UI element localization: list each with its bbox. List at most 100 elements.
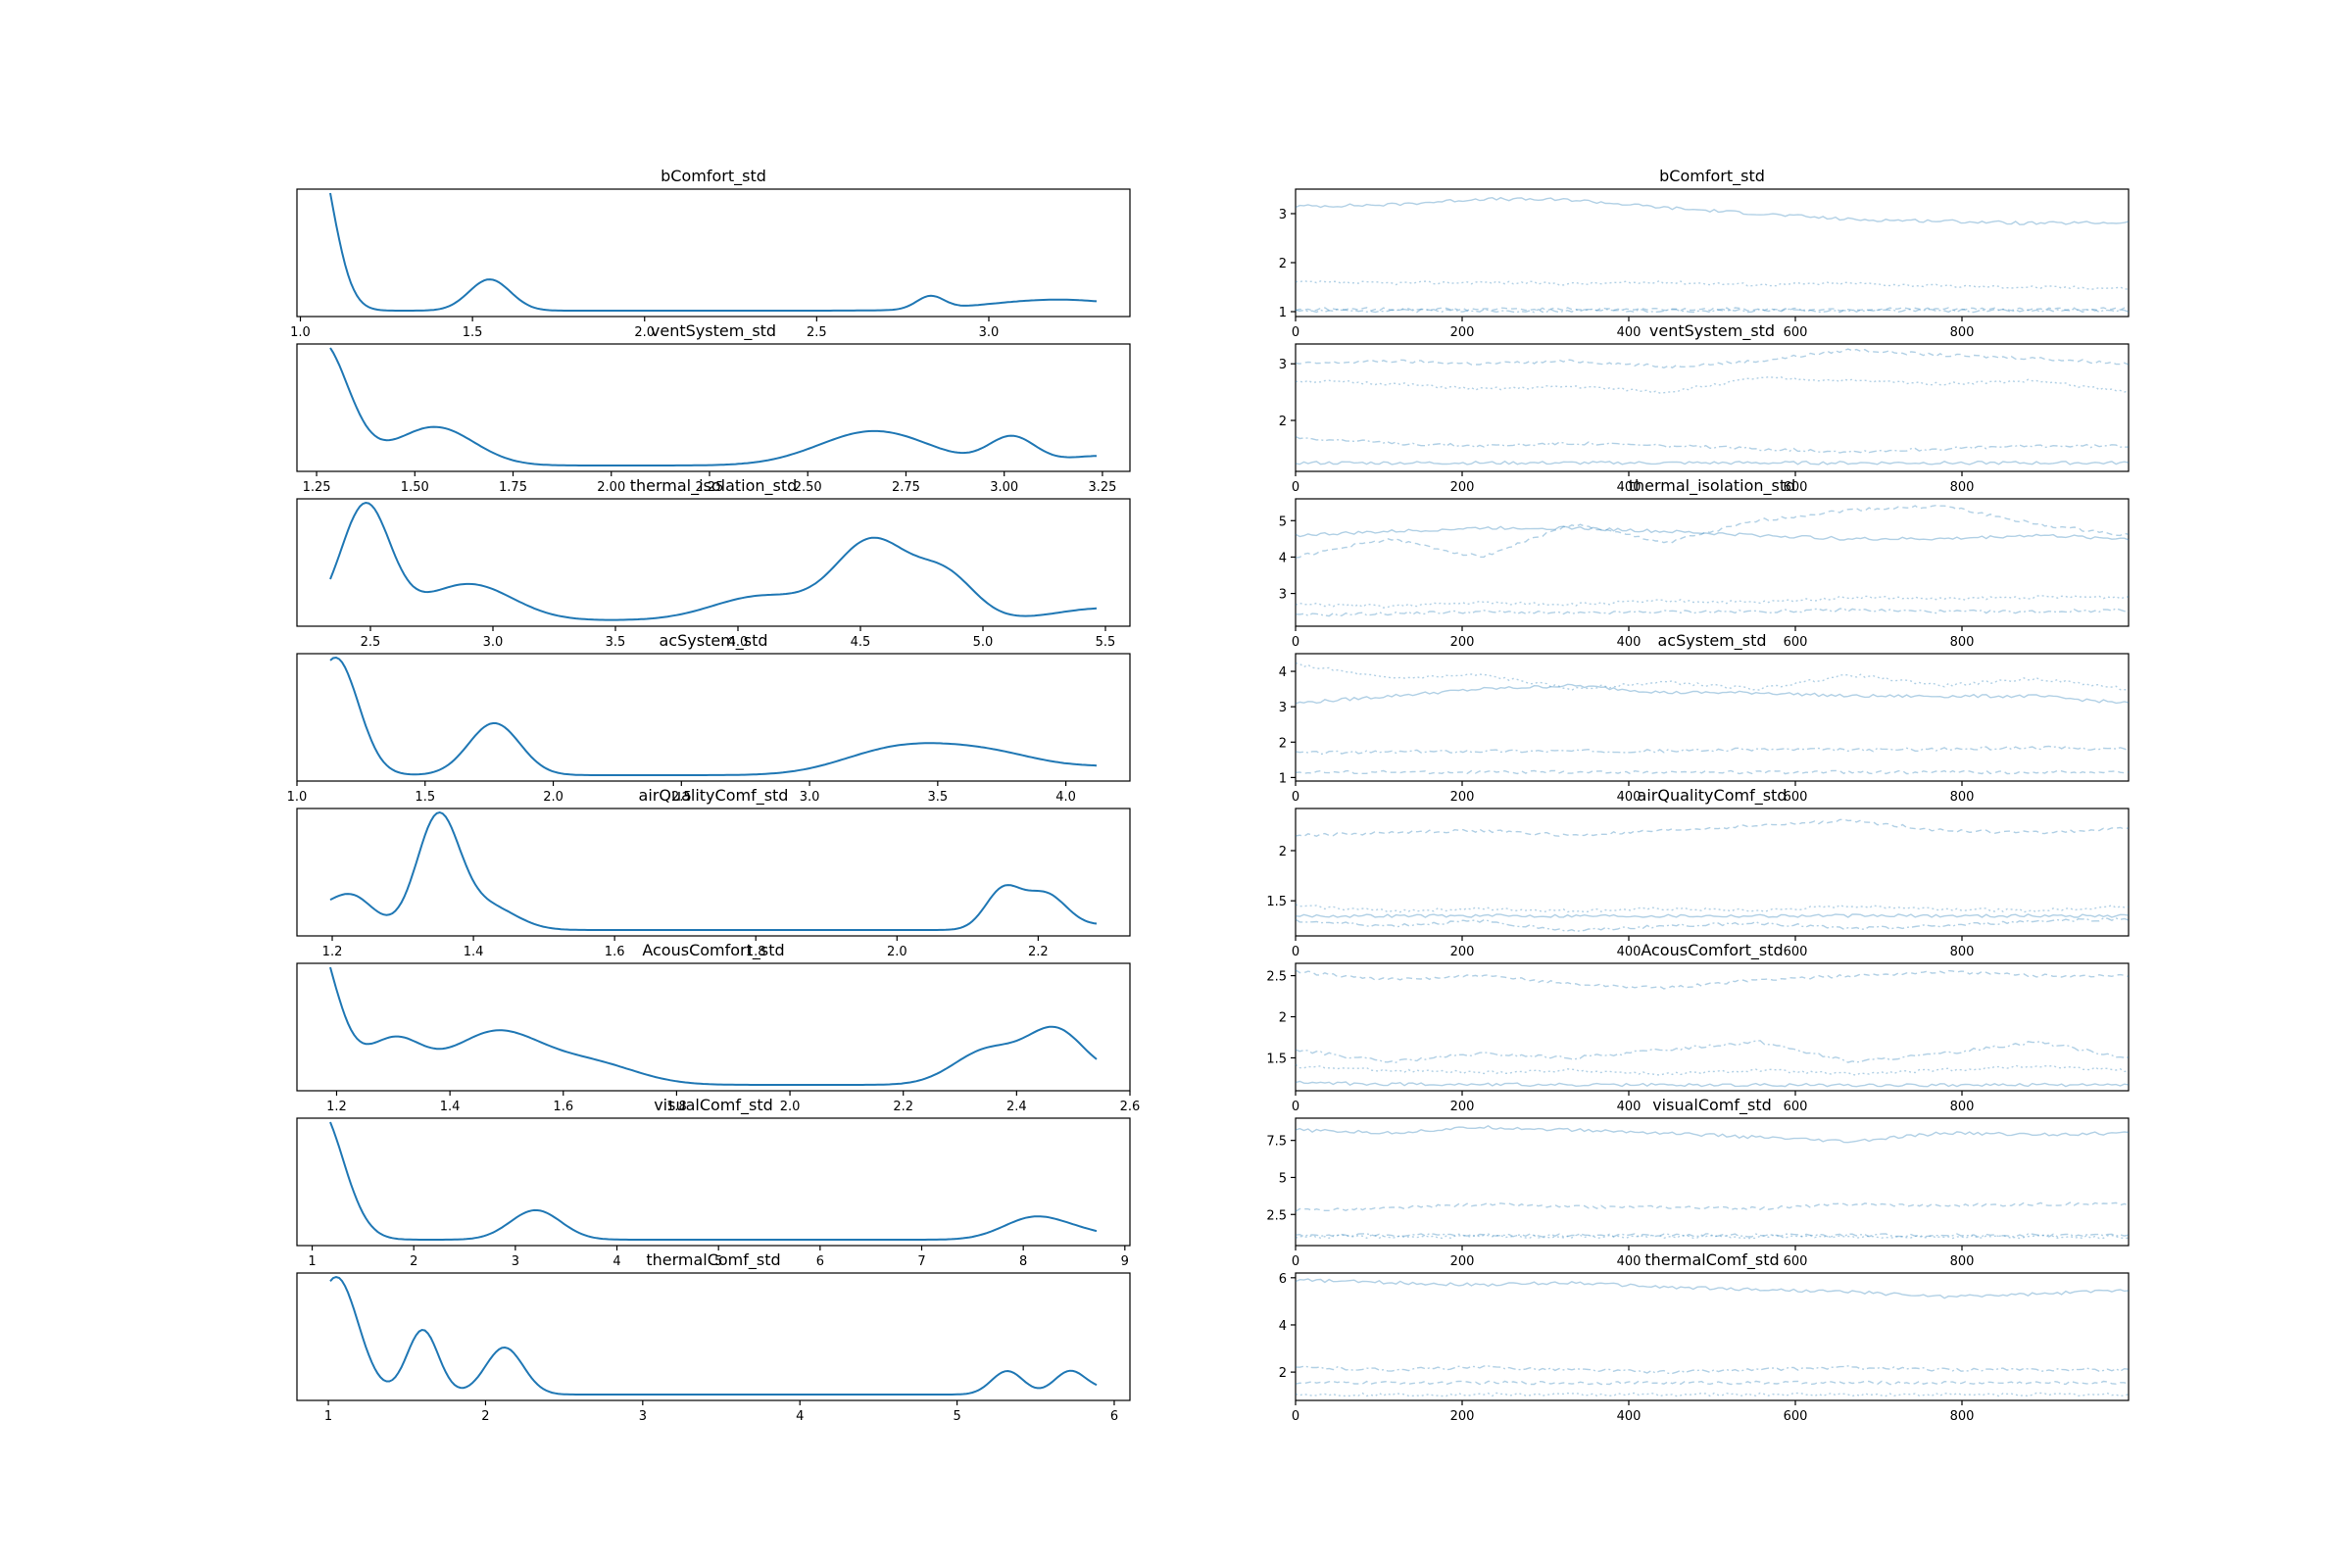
x-tick-label: 2.4 (1006, 1100, 1027, 1114)
axes-frame (1295, 808, 2130, 937)
x-tick-label: 0 (1292, 945, 1299, 959)
trace-panel-1: ventSystem_std 0 200 400 600 800 2 3 (1279, 321, 2130, 495)
trace-series-dashed (1295, 769, 2130, 775)
trace-series-dashdot (1295, 608, 2130, 617)
trace-panel-5: AcousComfort_std 0 200 400 600 800 1.5 2 2.5 (1266, 941, 2130, 1114)
x-tick-label: 4 (612, 1254, 620, 1269)
trace-series-dashed (1295, 307, 2130, 312)
x-tick-label: 600 (1784, 635, 1808, 650)
density-panel-6: visualComf_std 1 2 3 4 5 6 7 8 9 (296, 1096, 1131, 1269)
x-tick-label: 200 (1450, 325, 1475, 340)
density-panel-7: thermalComf_std 1 2 3 4 5 6 (296, 1250, 1131, 1424)
x-tick-label: 2.00 (597, 480, 625, 495)
trace-series-dotted (1295, 662, 2130, 692)
trace-series-dashdot (1295, 745, 2130, 756)
x-tick-label: 1.4 (464, 945, 484, 959)
axes-frame (1295, 343, 2130, 472)
y-tick-label: 7.5 (1266, 1135, 1287, 1150)
axes-frame (296, 653, 1131, 782)
trace-series-dashed (1295, 504, 2130, 559)
x-tick-label: 800 (1950, 325, 1975, 340)
y-tick-label: 3 (1279, 701, 1287, 715)
x-tick-label: 400 (1617, 945, 1642, 959)
x-tick-label: 8 (1019, 1254, 1027, 1269)
x-tick-label: 800 (1950, 1409, 1975, 1424)
x-tick-label: 400 (1617, 1100, 1642, 1114)
density-panel-3: acSystem_std 1.0 1.5 2.0 2.5 3.0 3.5 4.0 (287, 631, 1131, 805)
trace-series-dotted (1295, 595, 2130, 609)
y-tick-label: 1 (1279, 771, 1287, 786)
panel-title: acSystem_std (659, 631, 767, 651)
density-curve (329, 966, 1098, 1086)
panel-title: acSystem_std (1657, 631, 1766, 651)
density-panel-4: airQualityComf_std 1.2 1.4 1.6 1.8 2.0 2.2 (296, 786, 1131, 959)
x-tick-label: 5.5 (1096, 635, 1116, 650)
x-tick-label: 1.25 (303, 480, 331, 495)
axes-frame (296, 962, 1131, 1092)
x-tick-label: 600 (1784, 1409, 1808, 1424)
y-tick-label: 2 (1279, 1366, 1287, 1381)
x-tick-label: 2.2 (1028, 945, 1049, 959)
x-tick-label: 0 (1292, 635, 1299, 650)
x-tick-label: 3.0 (979, 325, 1000, 340)
x-tick-label: 800 (1950, 790, 1975, 805)
trace-series-dotted (1295, 1392, 2130, 1397)
panel-title: bComfort_std (1659, 167, 1765, 186)
trace-series-dashed (1295, 1380, 2130, 1386)
trace-series-dashdot (1295, 1365, 2130, 1375)
y-tick-label: 4 (1279, 665, 1287, 680)
y-tick-label: 3 (1279, 588, 1287, 603)
axes-frame (1295, 962, 2130, 1092)
density-curve (329, 347, 1098, 466)
trace-series-dashed (1295, 818, 2130, 838)
x-tick-label: 2.5 (671, 790, 692, 805)
x-tick-label: 800 (1950, 945, 1975, 959)
x-tick-label: 6 (1110, 1409, 1118, 1424)
x-tick-label: 800 (1950, 480, 1975, 495)
density-panel-2: thermal_isolation_std 2.5 3.0 3.5 4.0 4.5 5.0 5… (296, 476, 1131, 650)
x-tick-label: 4.5 (851, 635, 871, 650)
x-tick-label: 2.5 (807, 325, 827, 340)
trace-series-solid (1295, 460, 2130, 466)
x-tick-label: 1.5 (463, 325, 483, 340)
x-tick-label: 2 (481, 1409, 489, 1424)
x-tick-label: 0 (1292, 1100, 1299, 1114)
trace-series-dashdot (1295, 917, 2130, 933)
x-tick-label: 0 (1292, 790, 1299, 805)
x-tick-label: 3.5 (928, 790, 949, 805)
y-tick-label: 3 (1279, 358, 1287, 372)
x-tick-label: 5 (953, 1409, 960, 1424)
y-tick-label: 2 (1279, 415, 1287, 429)
axes-frame (1295, 1117, 2130, 1247)
x-tick-label: 800 (1950, 1254, 1975, 1269)
x-tick-label: 600 (1784, 945, 1808, 959)
panel-title: AcousComfort_std (1641, 941, 1783, 960)
x-tick-label: 2.0 (887, 945, 907, 959)
x-tick-label: 3.5 (606, 635, 626, 650)
x-tick-label: 3 (512, 1254, 519, 1269)
trace-series-dotted (1295, 375, 2130, 394)
x-tick-label: 400 (1617, 480, 1642, 495)
trace-panel-3: acSystem_std 0 200 400 600 800 1 2 3 4 (1279, 631, 2130, 805)
density-curve (329, 1275, 1098, 1396)
x-tick-label: 600 (1784, 1254, 1808, 1269)
axes-frame (1295, 498, 2130, 627)
x-tick-label: 400 (1617, 1254, 1642, 1269)
x-tick-label: 600 (1784, 480, 1808, 495)
panel-title: airQualityComf_std (639, 786, 789, 806)
x-tick-label: 9 (1121, 1254, 1129, 1269)
trace-series-dashed (1295, 1201, 2130, 1212)
x-tick-label: 1.8 (666, 1100, 687, 1114)
trace-series-dashdot (1295, 308, 2130, 314)
x-tick-label: 0 (1292, 1409, 1299, 1424)
x-tick-label: 2.5 (361, 635, 381, 650)
x-tick-label: 6 (816, 1254, 824, 1269)
trace-series-dashdot (1295, 1040, 2130, 1063)
trace-series-dashed (1295, 969, 2130, 990)
density-panel-5: AcousComfort_std 1.2 1.4 1.6 1.8 2.0 2.2 2.4 2.6 (296, 941, 1140, 1114)
trace-series-dotted (1295, 1234, 2130, 1240)
x-tick-label: 1.4 (440, 1100, 461, 1114)
x-tick-label: 4.0 (1055, 790, 1076, 805)
panel-title: visualComf_std (654, 1096, 773, 1115)
x-tick-label: 400 (1617, 790, 1642, 805)
